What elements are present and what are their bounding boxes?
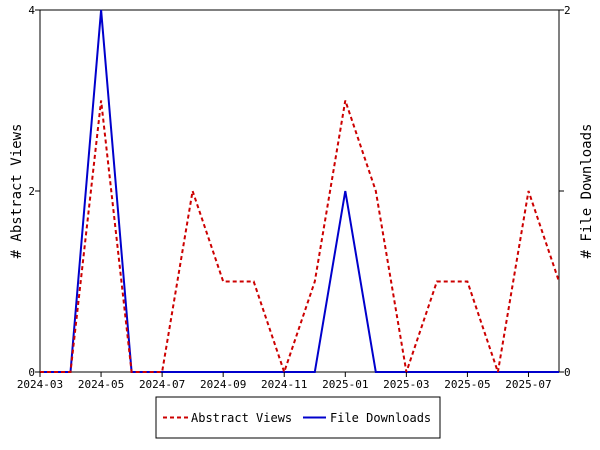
x-tick-label: 2024-11 <box>261 378 307 391</box>
series-line-abstract-views <box>40 100 560 376</box>
y-left-tick-label: 4 <box>28 4 35 17</box>
plot-frame <box>39 9 560 373</box>
legend: Abstract Views File Downloads <box>155 396 441 439</box>
series-layer <box>40 9 560 376</box>
legend-box <box>155 396 441 439</box>
x-tick-label: 2024-09 <box>200 378 246 391</box>
y-left-tick-label: 0 <box>28 366 35 379</box>
x-tick-label: 2025-07 <box>505 378 551 391</box>
y-left-tick-label: 2 <box>28 185 35 198</box>
series-line-file-downloads <box>40 9 559 373</box>
plot-area <box>39 9 560 373</box>
x-tick-label: 2024-07 <box>139 378 185 391</box>
x-tick-label: 2024-05 <box>78 378 124 391</box>
right-axis-title: # File Downloads <box>579 124 595 259</box>
x-tick-label: 2025-01 <box>322 378 368 391</box>
x-tick-label: 2025-03 <box>383 378 429 391</box>
legend-label-file-downloads: File Downloads <box>330 411 431 425</box>
axes: 2024-03 2024-05 2024-07 2024-09 2024-11 2025-… <box>17 4 571 391</box>
x-tick-label: 2025-05 <box>444 378 490 391</box>
y-right-tick-label: 2 <box>564 4 571 17</box>
y-right-tick-label: 0 <box>564 366 571 379</box>
legend-label-abstract-views: Abstract Views <box>191 411 292 425</box>
left-axis-title: # Abstract Views <box>9 124 25 259</box>
x-tick-label: 2024-03 <box>17 378 63 391</box>
